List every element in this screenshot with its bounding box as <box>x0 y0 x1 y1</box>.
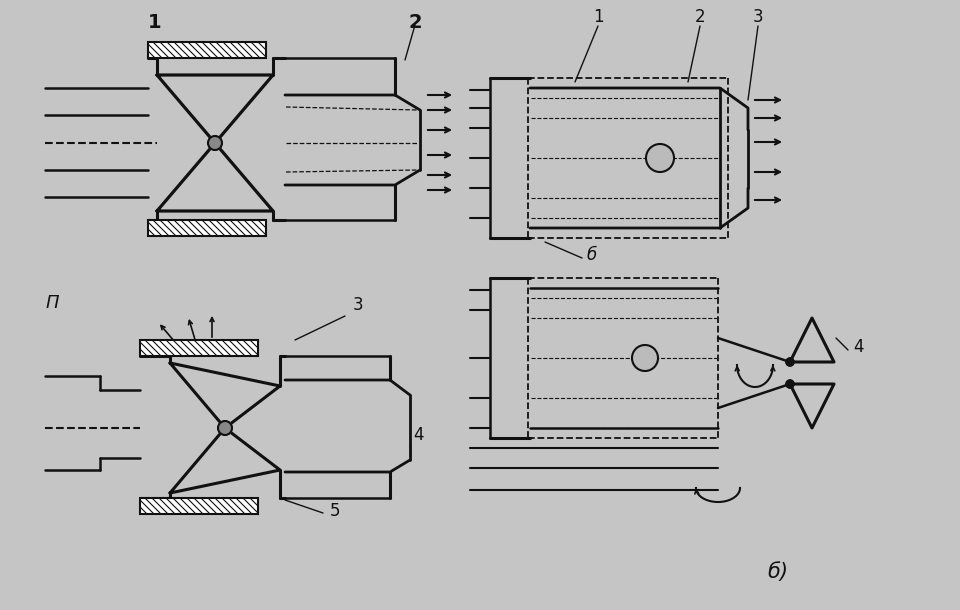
Circle shape <box>218 421 232 435</box>
Bar <box>140 340 258 356</box>
Circle shape <box>208 136 222 150</box>
Text: 5: 5 <box>329 502 340 520</box>
Text: 4: 4 <box>413 426 423 444</box>
Text: 2: 2 <box>695 8 706 26</box>
Text: б): б) <box>767 562 788 582</box>
Text: б: б <box>587 246 597 264</box>
Text: 3: 3 <box>753 8 763 26</box>
Text: 1: 1 <box>592 8 603 26</box>
Circle shape <box>786 358 794 366</box>
Text: 2: 2 <box>408 12 421 32</box>
Bar <box>140 498 258 514</box>
Circle shape <box>632 345 658 371</box>
Text: П: П <box>45 294 59 312</box>
Circle shape <box>646 144 674 172</box>
Text: 1: 1 <box>148 12 162 32</box>
Circle shape <box>786 380 794 388</box>
Text: 3: 3 <box>352 296 363 314</box>
Bar <box>148 42 266 58</box>
Text: 4: 4 <box>852 338 863 356</box>
Bar <box>148 220 266 236</box>
